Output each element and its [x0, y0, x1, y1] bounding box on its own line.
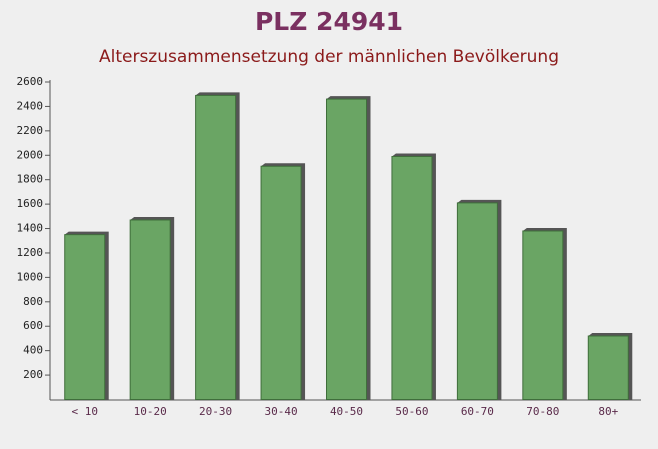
y-tick-label: 2200 [17, 124, 44, 137]
y-tick-label: 1000 [17, 270, 44, 283]
bar [195, 94, 237, 401]
bar [260, 165, 302, 400]
y-tick-label: 2000 [17, 148, 44, 161]
bar [391, 155, 433, 400]
bar [456, 202, 498, 400]
y-tick-label: 1400 [17, 222, 44, 235]
x-tick-label: 70-80 [526, 405, 559, 418]
y-tick-label: 1600 [17, 197, 44, 210]
x-tick-label: 20-30 [199, 405, 232, 418]
bar [522, 230, 564, 400]
chart-title: PLZ 24941 [255, 7, 403, 36]
x-tick-label: 80+ [598, 405, 618, 418]
x-tick-label: 10-20 [134, 405, 167, 418]
chart-subtitle: Alterszusammensetzung der männlichen Bev… [99, 47, 559, 67]
bar [64, 234, 106, 400]
bar [129, 219, 171, 400]
y-tick-label: 600 [23, 319, 43, 332]
x-tick-label: < 10 [71, 405, 98, 418]
y-tick-label: 1800 [17, 173, 44, 186]
bar [587, 335, 629, 400]
bar [326, 98, 367, 400]
x-tick-label: 40-50 [330, 405, 363, 418]
x-tick-label: 50-60 [395, 405, 428, 418]
y-tick-label: 2600 [17, 75, 44, 88]
y-tick-label: 1200 [17, 246, 44, 259]
y-tick-label: 2400 [17, 99, 44, 112]
x-tick-label: 30-40 [264, 405, 297, 418]
y-tick-label: 200 [23, 368, 43, 381]
y-tick-label: 800 [23, 295, 43, 308]
x-tick-label: 60-70 [461, 405, 494, 418]
y-tick-label: 400 [23, 344, 43, 357]
